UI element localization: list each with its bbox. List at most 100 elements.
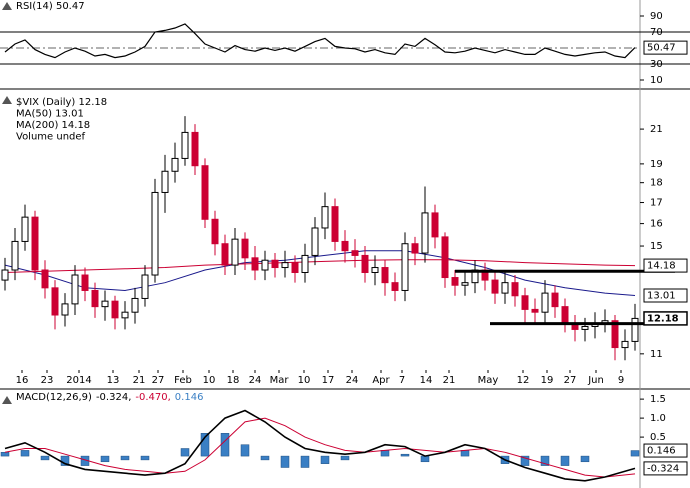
legend-part: -0.470, — [135, 392, 170, 403]
histogram-bar — [0, 452, 10, 457]
histogram-bar — [420, 455, 430, 463]
candle-body — [91, 289, 99, 308]
histogram-bar — [380, 450, 390, 457]
candle-body — [351, 250, 359, 256]
x-tick-label: May — [478, 375, 499, 386]
candle-body — [521, 295, 529, 310]
candle-body — [151, 191, 159, 276]
x-tick-label: 7 — [399, 375, 405, 386]
histogram-bar — [340, 455, 350, 461]
x-tick-label: Mar — [270, 375, 290, 386]
histogram-value-label: 0.146 — [647, 446, 676, 457]
candle-body — [311, 227, 319, 256]
x-tick-label: 14 — [420, 375, 433, 386]
y-tick-label: 1.0 — [650, 413, 666, 424]
candle-body — [631, 317, 639, 342]
y-tick-label: 15 — [650, 241, 663, 252]
candle-body — [391, 282, 399, 291]
signal-line — [4, 417, 636, 478]
panel-icon — [2, 396, 12, 404]
x-tick-label: 17 — [322, 375, 335, 386]
x-tick-label: 19 — [541, 375, 554, 386]
candle-body — [191, 131, 199, 167]
histogram-bar — [320, 455, 330, 464]
candle-body — [211, 218, 219, 245]
y-tick-label: 30 — [650, 59, 663, 70]
y-tick-label: 0.5 — [650, 432, 666, 443]
x-tick-label: 9 — [618, 375, 624, 386]
histogram-bar — [580, 455, 590, 463]
histogram-bar — [120, 455, 130, 461]
candle-body — [491, 279, 499, 294]
legend-entry: MA(200) 14.18 — [16, 120, 90, 131]
x-tick-label: 27 — [152, 375, 165, 386]
histogram-bar — [40, 455, 50, 461]
legend-entry: $VIX (Daily) 12.18 — [16, 97, 107, 108]
candle-body — [221, 243, 229, 266]
candle-body — [511, 282, 519, 297]
histogram-bar — [280, 455, 290, 468]
histogram-bar — [240, 444, 250, 457]
close-value-label: 12.18 — [647, 313, 679, 324]
candle-body — [111, 300, 119, 319]
candle-body — [341, 240, 349, 252]
histogram-bar — [540, 455, 550, 466]
moving-average — [4, 259, 636, 273]
candle-body — [201, 165, 209, 220]
candle-body — [401, 243, 409, 291]
y-tick-label: 90 — [650, 11, 663, 22]
histogram-bar — [630, 450, 640, 457]
ma-value-label: 14.18 — [647, 261, 676, 272]
panel-icon — [2, 2, 12, 10]
y-tick-label: 11 — [650, 349, 663, 360]
x-tick-label: 10 — [203, 375, 216, 386]
histogram-bar — [220, 433, 230, 457]
ma-value-box — [643, 288, 688, 303]
x-tick-label: 27 — [564, 375, 577, 386]
panel-legend: RSI(14) 50.47 — [16, 1, 85, 12]
macd-value-box — [643, 461, 688, 476]
candle-body — [531, 308, 539, 313]
x-tick-label: 21 — [443, 375, 456, 386]
candle-body — [11, 240, 19, 271]
rsi-value-box — [643, 40, 688, 55]
candle-body — [61, 303, 69, 316]
candle-body — [381, 267, 389, 284]
candle-body — [361, 254, 369, 274]
candle-body — [121, 311, 129, 319]
y-tick-label: 70 — [650, 27, 663, 38]
candle-body — [21, 216, 29, 242]
candle-body — [431, 212, 439, 238]
close-value-box — [643, 311, 688, 326]
histogram-value-box — [643, 443, 688, 458]
candle-body — [81, 274, 89, 291]
histogram-bar — [260, 455, 270, 461]
histogram-bar — [180, 448, 190, 457]
candle-body — [421, 212, 429, 254]
candle-body — [451, 277, 459, 286]
candle-body — [461, 282, 469, 286]
candle-body — [291, 262, 299, 274]
x-tick-label: 13 — [107, 375, 120, 386]
rsi-line — [4, 23, 636, 59]
y-tick-label: 17 — [650, 198, 663, 209]
x-tick-label: Jun — [587, 375, 604, 386]
y-tick-label: 21 — [650, 124, 663, 135]
candle-body — [131, 297, 139, 313]
histogram-bar — [200, 433, 210, 457]
y-tick-label: 16 — [650, 219, 663, 230]
candle-body — [501, 282, 509, 294]
ma-value-label: 13.01 — [647, 291, 676, 302]
candle-body — [411, 243, 419, 254]
candle-body — [181, 131, 189, 159]
x-tick-label: 2014 — [66, 375, 91, 386]
x-tick-label: 16 — [16, 375, 29, 386]
x-tick-label: 18 — [227, 375, 240, 386]
candle-body — [441, 236, 449, 279]
panel-legend: MACD(12,26,9) -0.324, -0.470, 0.146 — [16, 392, 203, 403]
legend-entry: Volume undef — [16, 132, 86, 143]
candle-body — [171, 157, 179, 172]
legend-part: MACD(12,26,9) — [16, 392, 92, 403]
legend-part: -0.324, — [96, 392, 131, 403]
panel-icon — [2, 96, 12, 104]
